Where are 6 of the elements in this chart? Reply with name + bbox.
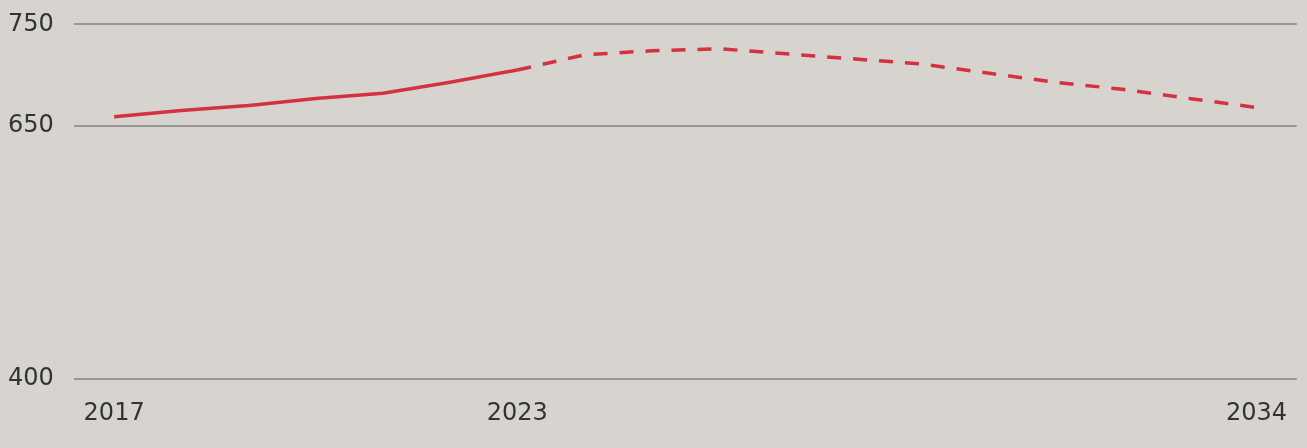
x-tick-label: 2023	[486, 397, 548, 426]
y-tick-label: 750	[8, 8, 54, 37]
x-tick-label: 2034	[1225, 397, 1287, 426]
x-tick-label: 2017	[83, 397, 145, 426]
y-tick-label: 400	[8, 363, 54, 392]
y-tick-label: 650	[8, 110, 54, 139]
